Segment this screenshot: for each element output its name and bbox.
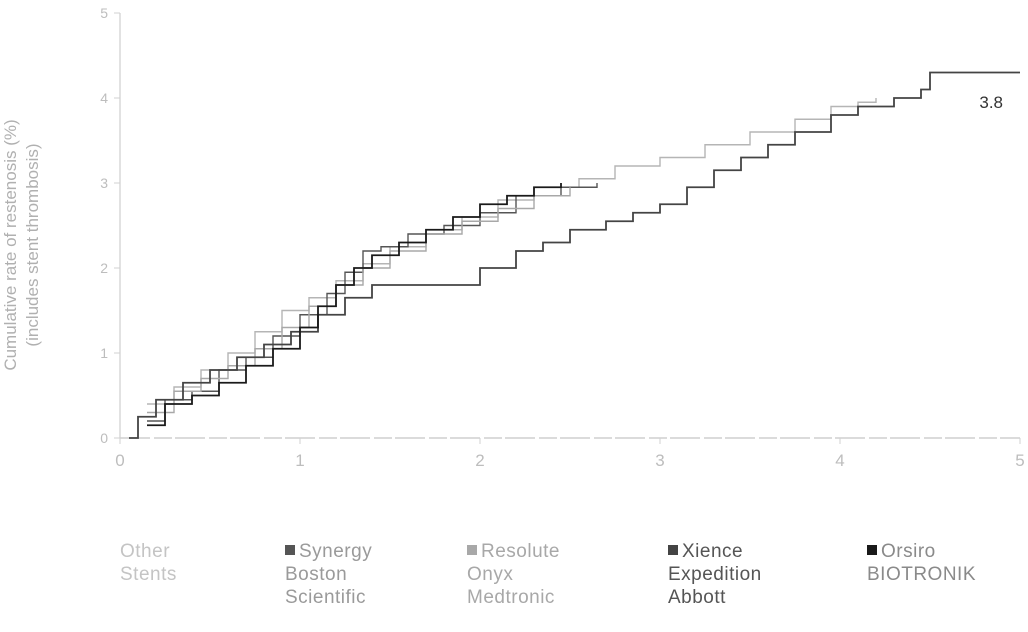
- legend-label-text: Xience: [682, 541, 744, 562]
- legend-label-line: Stents: [120, 563, 177, 586]
- legend-label-line: Boston: [285, 563, 372, 586]
- legend-label-text: Resolute: [481, 541, 560, 562]
- legend-label-text: Stents: [120, 564, 177, 585]
- legend-label-line: Other: [120, 540, 177, 563]
- legend-label-line: Scientific: [285, 586, 372, 609]
- legend-label-text: BIOTRONIK: [867, 564, 977, 585]
- legend-label-text: Orsiro: [881, 541, 936, 562]
- legend-label-line: Resolute: [467, 540, 560, 563]
- legend-label-text: Other: [120, 541, 171, 562]
- y-axis-label: Cumulative rate of restenosis (%) (inclu…: [0, 65, 44, 425]
- y-tick-label: 0: [100, 430, 108, 446]
- series-line-2: [147, 183, 598, 422]
- legend-marker-icon: [467, 545, 477, 555]
- legend-label-line: Abbott: [668, 586, 762, 609]
- chart-plot: 0 1 2 3 4 5 0 1 2 3 4 5 3.8: [100, 5, 1025, 470]
- legend-marker-icon: [867, 545, 877, 555]
- legend-marker-icon: [285, 545, 295, 555]
- series-line-5: [147, 183, 562, 427]
- x-tick-label: 0: [115, 451, 124, 470]
- legend-item: Orsiro BIOTRONIK: [867, 540, 976, 586]
- legend-item: Resolute Onyx Medtronic: [467, 540, 560, 609]
- y-tick-label: 4: [100, 90, 108, 106]
- y-axis-label-line-2: (includes stent thrombosis): [23, 143, 42, 347]
- legend-label-text: Abbott: [668, 587, 726, 608]
- legend-item: Other Stents: [120, 540, 177, 586]
- y-tick-label: 3: [100, 175, 108, 191]
- legend-label-text: Synergy: [299, 541, 373, 562]
- legend-item: Xience Expedition Abbott: [668, 540, 762, 609]
- x-tick-label: 3: [655, 451, 664, 470]
- y-tick-label: 1: [100, 345, 108, 361]
- legend-label-text: Onyx: [467, 564, 514, 585]
- legend-label-text: Expedition: [668, 564, 762, 585]
- legend-label-line: Expedition: [668, 563, 762, 586]
- y-tick-label: 5: [100, 5, 108, 21]
- legend-item: Synergy Boston Scientific: [285, 540, 372, 609]
- y-tick-label: 2: [100, 260, 108, 276]
- legend-label-text: Scientific: [285, 587, 367, 608]
- legend-label-text: Boston: [285, 564, 348, 585]
- x-tick-label: 5: [1015, 451, 1024, 470]
- y-axis-label-line-1: Cumulative rate of restenosis (%): [1, 119, 20, 371]
- series-line-4: [129, 71, 1020, 439]
- legend-label-line: Xience: [668, 540, 762, 563]
- legend-label-line: BIOTRONIK: [867, 563, 976, 586]
- annotation-label: 3.8: [979, 93, 1003, 112]
- x-tick-label: 4: [835, 451, 844, 470]
- legend-label-line: Onyx: [467, 563, 560, 586]
- legend-label-line: Synergy: [285, 540, 372, 563]
- legend-marker-icon: [668, 545, 678, 555]
- legend-label-line: Medtronic: [467, 586, 560, 609]
- x-tick-label: 1: [295, 451, 304, 470]
- x-tick-label: 2: [475, 451, 484, 470]
- legend: Other Stents Synergy Boston Scientific Resolu…: [0, 540, 1028, 630]
- legend-label-text: Medtronic: [467, 587, 555, 608]
- legend-label-line: Orsiro: [867, 540, 976, 563]
